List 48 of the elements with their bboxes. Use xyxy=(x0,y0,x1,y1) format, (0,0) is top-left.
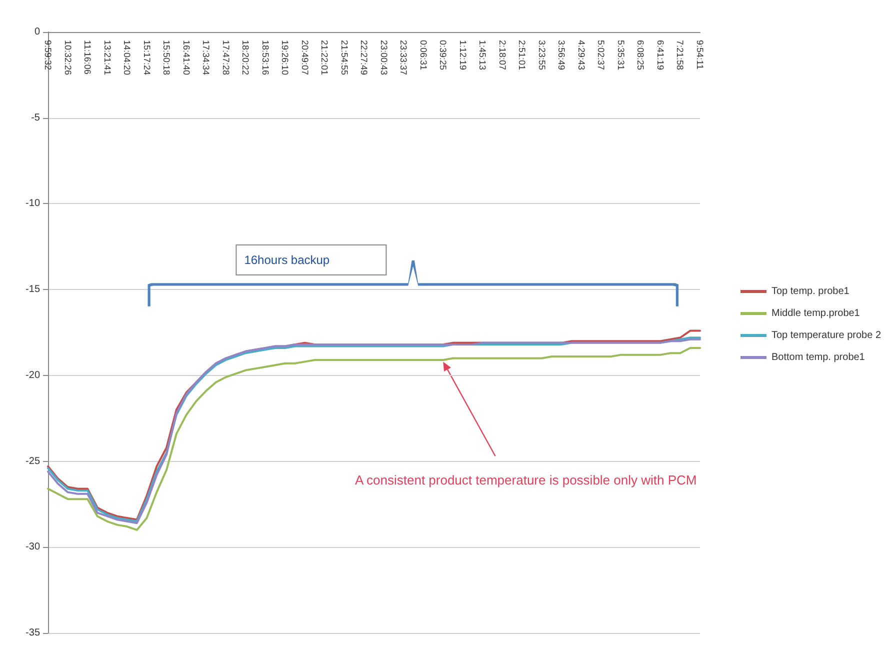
y-tick-label: -35 xyxy=(26,628,40,638)
x-tick-label: 21:54:55 xyxy=(339,40,350,76)
x-tick-label: 18:20:22 xyxy=(240,40,251,76)
x-tick-label: 16:41:40 xyxy=(181,40,192,76)
x-tick-label: 23:33:37 xyxy=(398,40,409,76)
x-tick-label: 10:32:26 xyxy=(62,40,73,76)
y-tick-label: -25 xyxy=(26,456,40,467)
x-tick-label: 2:51:01 xyxy=(517,40,528,70)
x-tick-label: 2:18:07 xyxy=(497,40,508,70)
x-tick-label: 3:56:49 xyxy=(556,40,567,70)
x-tick-label: 0:06:31 xyxy=(418,40,428,70)
x-tick-label: 20:49:07 xyxy=(300,40,310,76)
x-tick-label: 17:34:34 xyxy=(201,40,212,76)
x-tick-label: 17:47:28 xyxy=(220,40,231,76)
x-tick-label: 6:41:19 xyxy=(655,40,666,70)
x-tick-label: 6:08:25 xyxy=(636,40,646,70)
x-tick-label: 21:22:01 xyxy=(320,40,330,76)
x-tick-label: 9:54:11 xyxy=(695,40,705,70)
y-tick-label: -5 xyxy=(31,112,40,124)
x-tick-label: 14:04:20 xyxy=(122,40,132,76)
y-tick-label: -15 xyxy=(26,284,40,296)
legend-label: Bottom temp. probe1 xyxy=(771,352,866,363)
legend-label: Top temp. probe1 xyxy=(771,286,850,297)
x-tick-label: 0:39:25 xyxy=(438,40,448,70)
x-tick-label: 23:00:43 xyxy=(378,40,389,76)
annotation: 16hours backup xyxy=(244,252,330,267)
legend-label: Middle temp.probe1 xyxy=(771,308,860,319)
legend-label: Top temperature probe 2 xyxy=(771,330,882,341)
y-tick-label: -20 xyxy=(26,370,40,381)
x-tick-label: 11:16:06 xyxy=(82,40,93,74)
x-tick-label: 19:26:10 xyxy=(280,40,290,76)
y-tick-label: -10 xyxy=(26,198,40,210)
x-tick-label: 22:27:49 xyxy=(359,40,370,76)
x-tick-label: 1:45:13 xyxy=(478,40,488,70)
y-tick-label: 0 xyxy=(34,26,40,38)
x-tick-label: 15:17:24 xyxy=(142,40,152,76)
x-tick-label: 1:12:19 xyxy=(458,40,468,70)
x-tick-label: 3:23:55 xyxy=(536,40,547,70)
y-tick-label: -30 xyxy=(26,542,40,553)
x-tick-label: 5:35:31 xyxy=(616,40,626,70)
annotation: A consistent product temperature is possible only with PCM xyxy=(354,472,697,488)
x-tick-label: 9:59:32 xyxy=(43,40,53,70)
x-tick-label: 5:02:37 xyxy=(596,40,606,70)
x-tick-label: 18:53:16 xyxy=(260,40,270,76)
x-tick-label: 7:21:58 xyxy=(675,40,686,70)
x-tick-label: 4:29:43 xyxy=(576,40,586,70)
x-tick-label: 13:21:41 xyxy=(102,40,112,76)
x-tick-label: 15:50:18 xyxy=(162,40,172,76)
